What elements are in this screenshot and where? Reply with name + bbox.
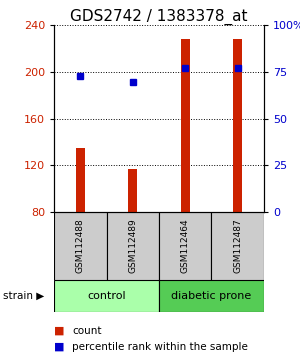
Text: percentile rank within the sample: percentile rank within the sample xyxy=(72,342,248,352)
Text: GSM112489: GSM112489 xyxy=(128,219,137,273)
Bar xyxy=(106,212,159,280)
Title: GDS2742 / 1383378_at: GDS2742 / 1383378_at xyxy=(70,8,248,25)
Text: GSM112487: GSM112487 xyxy=(233,219,242,273)
Bar xyxy=(128,169,137,212)
Bar xyxy=(212,212,264,280)
Bar xyxy=(159,280,264,312)
Text: GSM112464: GSM112464 xyxy=(181,219,190,273)
Bar xyxy=(159,212,211,280)
Bar xyxy=(54,280,159,312)
Text: GSM112488: GSM112488 xyxy=(76,219,85,273)
Bar xyxy=(76,148,85,212)
Bar xyxy=(181,39,190,212)
Text: count: count xyxy=(72,326,101,336)
Text: ■: ■ xyxy=(54,342,64,352)
Text: ■: ■ xyxy=(54,326,64,336)
Text: diabetic prone: diabetic prone xyxy=(171,291,252,301)
Text: control: control xyxy=(87,291,126,301)
Text: strain ▶: strain ▶ xyxy=(3,291,44,301)
Bar xyxy=(54,212,106,280)
Bar xyxy=(233,39,242,212)
